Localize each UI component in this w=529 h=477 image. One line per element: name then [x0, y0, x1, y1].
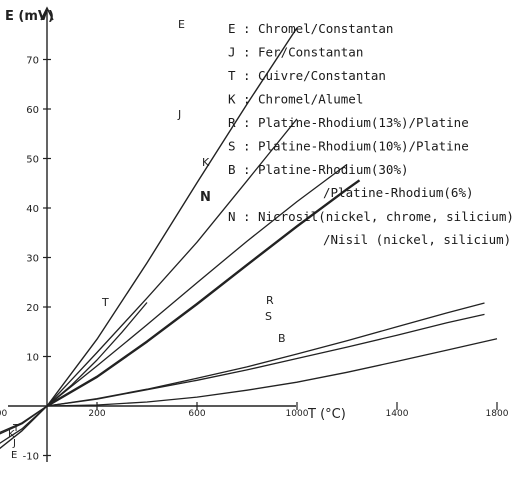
legend-entry-r: R : Platine-Rhodium(13%)/Platine: [228, 115, 469, 130]
series-e-label: E: [178, 18, 185, 31]
series-j-low-label: J: [12, 438, 16, 449]
legend-text: Nicrosil(nickel, chrome, silicium): [258, 209, 514, 224]
series-r-label: R: [266, 294, 274, 307]
x-tick-label: 600: [188, 409, 205, 419]
series-s-line: [46, 313, 485, 407]
legend-entry-t: T : Cuivre/Constantan: [228, 68, 386, 83]
curves-group: [0, 27, 498, 450]
series-b-label: B: [278, 332, 286, 345]
legend-code: S :: [228, 139, 251, 154]
legend-entry-n: N : Nicrosil(nickel, chrome, silicium) /Ni…: [228, 209, 514, 247]
axes-group: E (mV) T (°C): [5, 6, 346, 462]
legend-code: B :: [228, 162, 251, 177]
series-b-line: [46, 338, 498, 407]
x-tick-label: 1400: [386, 409, 409, 419]
y-tick-label: 20: [26, 303, 39, 314]
x-tick-label: 1800: [486, 409, 509, 419]
series-k-label: K: [202, 156, 210, 169]
y-tick-label: -10: [23, 452, 39, 463]
legend-group: E : Chromel/Constantan J : Fer/Constantan T …: [228, 21, 514, 247]
series-j-line: [0, 118, 298, 444]
legend-continuation: /Platine-Rhodium(6%): [323, 185, 474, 200]
legend-entry-k: K : Chromel/Alumel: [228, 92, 363, 107]
legend-code: E :: [228, 21, 251, 36]
series-n-label: N: [200, 190, 211, 205]
legend-text: Platine-Rhodium(13%)/Platine: [258, 115, 469, 130]
legend-code: J :: [228, 45, 251, 60]
legend-entry-e: E : Chromel/Constantan: [228, 21, 393, 36]
legend-text: Platine-Rhodium(30%): [258, 162, 409, 177]
y-tick-label: 10: [26, 353, 39, 364]
series-j-label: J: [177, 108, 181, 121]
legend-entry-s: S : Platine-Rhodium(10%)/Platine: [228, 139, 469, 154]
series-e-low-label: E: [11, 450, 17, 461]
y-tick-label: 40: [26, 204, 39, 215]
legend-text: Chromel/Alumel: [258, 92, 363, 107]
legend-text: Cuivre/Constantan: [258, 68, 386, 83]
x-tick-label: 1000: [286, 409, 309, 419]
legend-code: K :: [228, 92, 251, 107]
x-tick-label: 200: [88, 409, 105, 419]
legend-text: Fer/Constantan: [258, 45, 363, 60]
legend-text: Platine-Rhodium(10%)/Platine: [258, 139, 469, 154]
legend-entry-j: J : Fer/Constantan: [228, 45, 363, 60]
series-n-line: [46, 179, 361, 408]
series-t-label: T: [101, 296, 109, 309]
y-tick-label: 30: [26, 254, 39, 265]
series-s-label: S: [265, 310, 272, 323]
legend-code: N :: [228, 209, 251, 224]
legend-text: Chromel/Constantan: [258, 21, 393, 36]
series-k-low-label: K: [8, 429, 15, 440]
series-e-line: [0, 27, 298, 450]
legend-code: T :: [228, 68, 251, 83]
series-t-low-label: T: [12, 423, 20, 434]
legend-entry-b: B : Platine-Rhodium(30%) /Platine-Rhodium(…: [228, 162, 474, 200]
y-tick-label: 60: [26, 105, 39, 116]
legend-code: R :: [228, 115, 251, 130]
x-axis-label: T (°C): [307, 407, 346, 422]
legend-continuation: /Nisil (nickel, silicium): [323, 232, 511, 247]
series-t-line: [0, 302, 148, 434]
ticks-group: -10 10 20 30 40 50 60 70 -200 200 600 1000 1400 1800: [0, 56, 509, 463]
y-axis-label: E (mV): [5, 9, 54, 24]
x-tick-label: -200: [0, 409, 7, 419]
y-tick-label: 70: [26, 56, 39, 67]
y-axis-arrow: [40, 6, 54, 21]
y-tick-label: 50: [26, 155, 39, 166]
series-k-line: [0, 163, 348, 435]
